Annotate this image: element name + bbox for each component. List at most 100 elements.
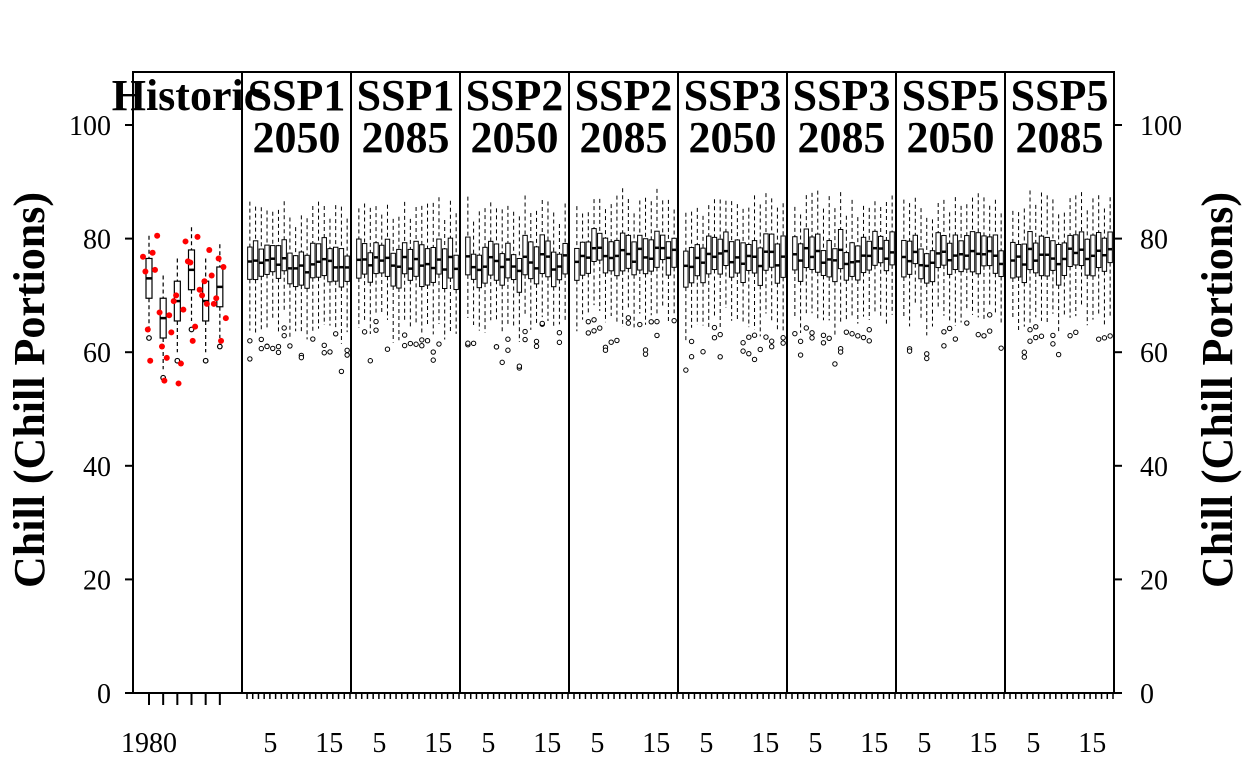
box: [631, 241, 637, 276]
observed-point: [161, 377, 168, 384]
outlier-point: [430, 357, 436, 363]
box: [717, 238, 723, 275]
box: [522, 234, 528, 276]
observed-point: [168, 329, 175, 336]
outlier-point: [688, 338, 695, 345]
panel-frame: [132, 71, 243, 694]
box: [1033, 242, 1039, 274]
outlier-point: [717, 331, 723, 338]
outlier-point: [1021, 354, 1028, 360]
outlier-point: [768, 343, 775, 350]
box: [321, 237, 327, 277]
panel-frame: [895, 71, 1006, 694]
observed-point: [192, 323, 199, 330]
panel-title-line: Historic: [112, 71, 264, 120]
box: [614, 239, 620, 277]
outlier-point: [367, 358, 374, 364]
panel-frame: [786, 71, 897, 694]
observed-point: [147, 357, 154, 364]
box: [843, 252, 850, 281]
box: [390, 252, 396, 287]
box: [648, 239, 654, 272]
box: [941, 235, 947, 266]
outlier-point: [700, 349, 706, 355]
outlier-point: [986, 328, 993, 334]
panel-title-line: SSP3: [684, 71, 782, 120]
box: [608, 241, 614, 272]
box: [637, 234, 643, 271]
outlier-point: [1073, 329, 1079, 336]
outlier-point: [522, 336, 528, 343]
outlier-point: [1021, 349, 1028, 355]
box: [883, 239, 890, 272]
outlier-point: [964, 320, 970, 326]
panel-title-line: 2050: [689, 113, 777, 162]
observed-point: [173, 292, 180, 299]
outlier-point: [556, 339, 563, 346]
box: [591, 228, 597, 262]
outlier-point: [1027, 327, 1033, 333]
box: [476, 254, 483, 289]
box: [809, 236, 815, 270]
panel-title-line: 2085: [798, 113, 886, 162]
outlier-point: [281, 332, 287, 339]
panel-title-line: SSP3: [793, 71, 891, 120]
outlier-point: [820, 332, 827, 339]
box: [562, 242, 568, 275]
outlier-point: [952, 336, 959, 342]
box: [711, 236, 718, 271]
box: [407, 248, 414, 281]
panel-frame: [1004, 71, 1115, 694]
outlier-point: [424, 337, 431, 344]
outlier-point: [924, 351, 930, 357]
outlier-point: [941, 329, 947, 335]
box: [1107, 231, 1113, 264]
outlier-point: [384, 346, 391, 352]
box: [619, 232, 626, 272]
y-tick-label-right: 40: [1140, 452, 1168, 483]
outlier-point: [373, 318, 379, 325]
outlier-point: [855, 333, 861, 339]
observed-point: [201, 278, 208, 285]
box: [723, 231, 729, 267]
outlier-point: [843, 329, 850, 335]
observed-point: [203, 300, 210, 307]
outlier-point: [906, 348, 913, 354]
box: [298, 251, 305, 286]
outlier-point: [298, 354, 305, 361]
box: [688, 247, 695, 284]
outlier-point: [946, 325, 953, 332]
box: [952, 234, 959, 271]
outlier-point: [321, 350, 327, 356]
panel-title-line: 2085: [362, 113, 450, 162]
box: [430, 247, 436, 283]
outlier-point: [688, 354, 695, 360]
box: [901, 239, 907, 278]
outlier-point: [746, 350, 752, 357]
x-tick-label: 5: [699, 728, 713, 759]
x-tick-label: 15: [642, 728, 670, 759]
outlier-point: [1067, 332, 1073, 339]
outlier-point: [430, 349, 436, 355]
box: [964, 235, 970, 270]
outlier-point: [493, 344, 500, 350]
box: [396, 248, 402, 289]
outlier-point: [373, 327, 379, 333]
observed-point: [170, 298, 177, 305]
outlier-point: [270, 345, 276, 352]
outlier-point: [585, 318, 592, 325]
outlier-point: [146, 335, 152, 341]
outlier-point: [826, 335, 832, 341]
box: [1073, 234, 1079, 266]
x-tick-label: 15: [751, 728, 779, 759]
box: [533, 246, 540, 285]
outlier-point: [499, 359, 505, 366]
box: [700, 247, 706, 284]
x-tick-label: 15: [860, 728, 888, 759]
